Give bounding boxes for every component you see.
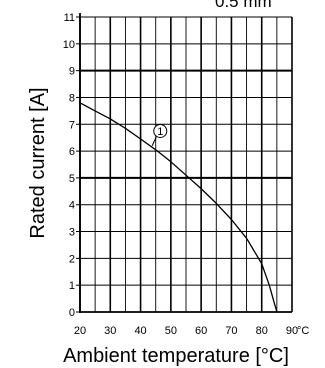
x-tick-label: 20 — [74, 325, 86, 337]
x-axis-title: Ambient temperature [°C] — [63, 345, 289, 367]
x-tick-label: 90 — [286, 325, 298, 337]
y-tick-label: 9 — [69, 66, 75, 78]
x-tick-labels: 20 30 40 50 60 70 80 90 — [74, 325, 298, 337]
y-tick-label: 11 — [64, 12, 75, 24]
y-tick-label: 4 — [69, 200, 75, 212]
grid — [79, 16, 293, 313]
plot-frame — [79, 13, 292, 313]
y-tick-label: 10 — [63, 39, 75, 51]
x-tick-label: 30 — [104, 325, 116, 337]
y-tick-label: 0 — [69, 307, 75, 319]
x-unit-label: °C — [297, 325, 309, 337]
cropped-top-label: 0.5 mm — [215, 0, 272, 11]
series-curve-1 — [79, 102, 278, 313]
marker-label: 1 — [157, 126, 163, 138]
y-tick-label: 5 — [69, 173, 75, 185]
x-tick-label: 70 — [225, 325, 237, 337]
y-tick-label: 1 — [69, 280, 75, 292]
x-tick-label: 40 — [134, 325, 146, 337]
marker-circle — [153, 123, 168, 138]
y-tick-labels: 0 1 2 3 4 5 6 7 8 9 10 11 — [63, 12, 80, 319]
y-tick-label: 7 — [69, 119, 75, 131]
curve-marker: 1 — [151, 123, 168, 146]
x-tick-label: 80 — [256, 325, 268, 337]
x-tick-label: 60 — [195, 325, 207, 337]
y-tick-label: 2 — [69, 253, 75, 265]
y-tick-label: 3 — [69, 227, 75, 239]
x-tick-label: 50 — [165, 325, 177, 337]
y-tick-label: 8 — [69, 92, 75, 104]
y-tick-label: 6 — [69, 146, 75, 158]
series-group — [79, 102, 278, 313]
y-axis-title: Rated current [A] — [27, 87, 49, 238]
marker-leader — [151, 136, 157, 146]
